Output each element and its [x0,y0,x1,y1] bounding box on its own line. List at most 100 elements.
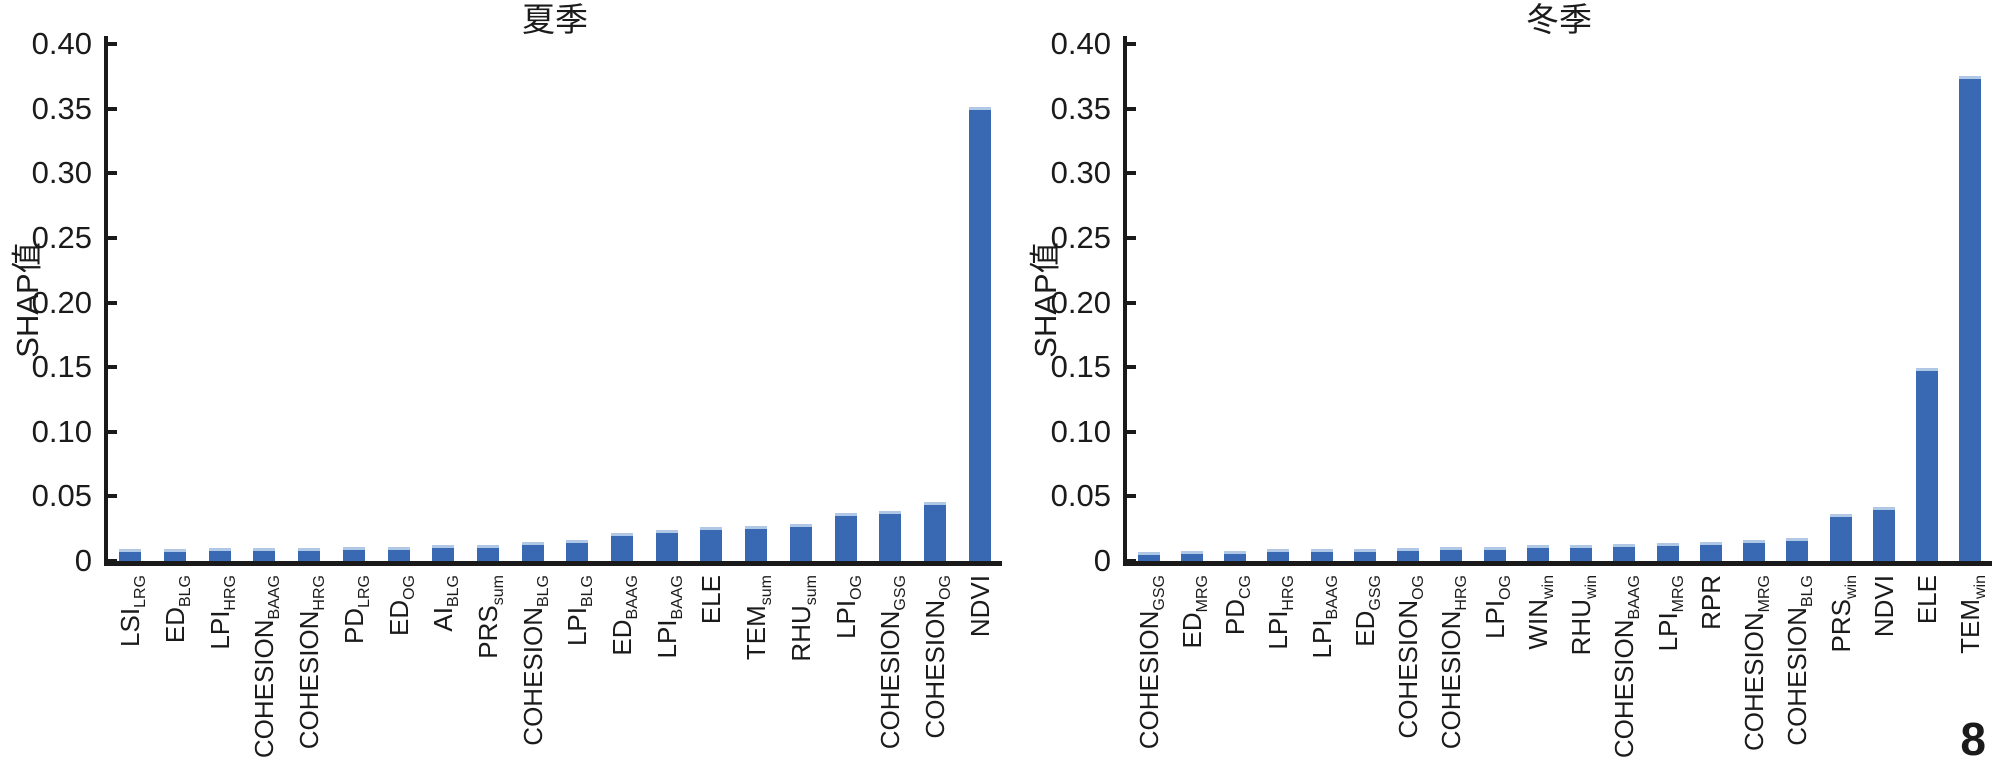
bar [119,549,142,561]
bar [1743,540,1766,561]
y-tick [108,106,117,111]
bar [476,545,499,561]
y-tick-label: 0.10 [1050,413,1111,449]
y-tick [108,235,117,240]
y-tick-label: 0.20 [31,284,92,320]
x-tick-label: LPIBAAG [1306,575,1341,659]
x-tick-label: NDVI [1868,575,1899,638]
x-tick-label: RPR [1695,575,1726,630]
bar [521,541,544,561]
y-tick [1127,42,1136,46]
y-tick-label: 0.40 [1050,26,1111,61]
bar [1829,514,1852,561]
y-tick-label: 0.15 [1050,349,1111,385]
y-tick-label: 0.05 [31,478,92,514]
bar [298,548,321,561]
x-tick-label: COHESIONOG [1393,575,1428,739]
y-tick [1127,559,1136,563]
page-number: 8 [1960,713,1986,765]
bar [879,510,902,561]
y-tick-label: 0.10 [31,413,92,449]
y-tick [108,171,117,176]
y-tick [1127,365,1136,370]
bar [611,532,634,561]
bar [923,501,946,561]
bar [1916,368,1939,561]
y-axis [1123,36,1127,566]
bar [253,548,276,561]
y-tick-label: 0.35 [1050,90,1111,126]
bar [208,548,231,561]
bar [432,545,455,561]
x-tick-label: LPIHRG [1263,575,1298,650]
bar [1397,548,1420,561]
y-tick [1127,300,1136,305]
y-tick-label: 0 [74,543,92,578]
y-tick-label: 0.25 [1050,219,1111,255]
bar [1224,550,1247,561]
x-tick-label: COHESIONBLG [1782,575,1817,746]
y-tick-label: 0.40 [31,26,92,61]
bar [1526,545,1549,561]
y-tick [108,429,117,434]
bar [1483,546,1506,561]
bar [1959,76,1982,561]
bar [1699,541,1722,561]
bar [1613,544,1636,561]
y-tick-label: 0 [1093,543,1111,578]
bar [387,546,410,561]
bar [566,540,589,561]
y-tick [108,494,117,499]
x-tick-label: EDGSG [1349,575,1385,647]
x-tick-label: PRSwin [1825,575,1860,653]
bar [1872,506,1895,561]
y-tick-label: 0.30 [31,155,92,191]
y-tick [108,42,117,46]
y-tick-label: 0.15 [31,349,92,385]
bar [1440,546,1463,561]
bar [1353,549,1376,561]
x-tick-label: COHESIONBAAG [1609,575,1644,759]
x-tick-label: LPIMRG [1652,575,1687,652]
y-tick [108,365,117,370]
x-tick-label: ELE [1912,575,1943,625]
x-tick-label: PDCG [1220,575,1255,636]
bar [655,529,678,561]
y-tick-label: 0.20 [1050,284,1111,320]
bar [968,107,991,561]
y-tick [1127,235,1136,240]
x-tick-label: TEMwin [1955,575,1990,654]
y-tick [1127,106,1136,111]
x-tick-label: COHESIONMRG [1739,575,1774,752]
y-tick [1127,429,1136,434]
bar [1137,551,1160,561]
y-axis [104,36,108,566]
bar [834,513,857,561]
x-axis [1123,561,1992,566]
y-tick [108,300,117,305]
y-tick-label: 0.25 [31,219,92,255]
bar [342,546,365,561]
chart-title-winter: 冬季 [1526,1,1592,38]
bar [1570,545,1593,561]
bar [1180,550,1203,561]
x-tick-label: COHESIONHRG [1436,575,1471,750]
y-tick-label: 0.35 [31,90,92,126]
x-tick-label: EDMRG [1176,575,1212,649]
x-tick-label: WINwin [1522,575,1558,650]
y-tick-label: 0.30 [1050,155,1111,191]
x-axis [104,561,1002,566]
x-tick-label: LPIOG [1479,575,1514,639]
bar [1786,537,1809,561]
bar [700,527,723,561]
bar [1656,542,1679,561]
bar [164,549,187,561]
x-tick-label: COHESIONGSG [1133,575,1168,750]
y-tick [1127,171,1136,176]
bar [1267,549,1290,561]
